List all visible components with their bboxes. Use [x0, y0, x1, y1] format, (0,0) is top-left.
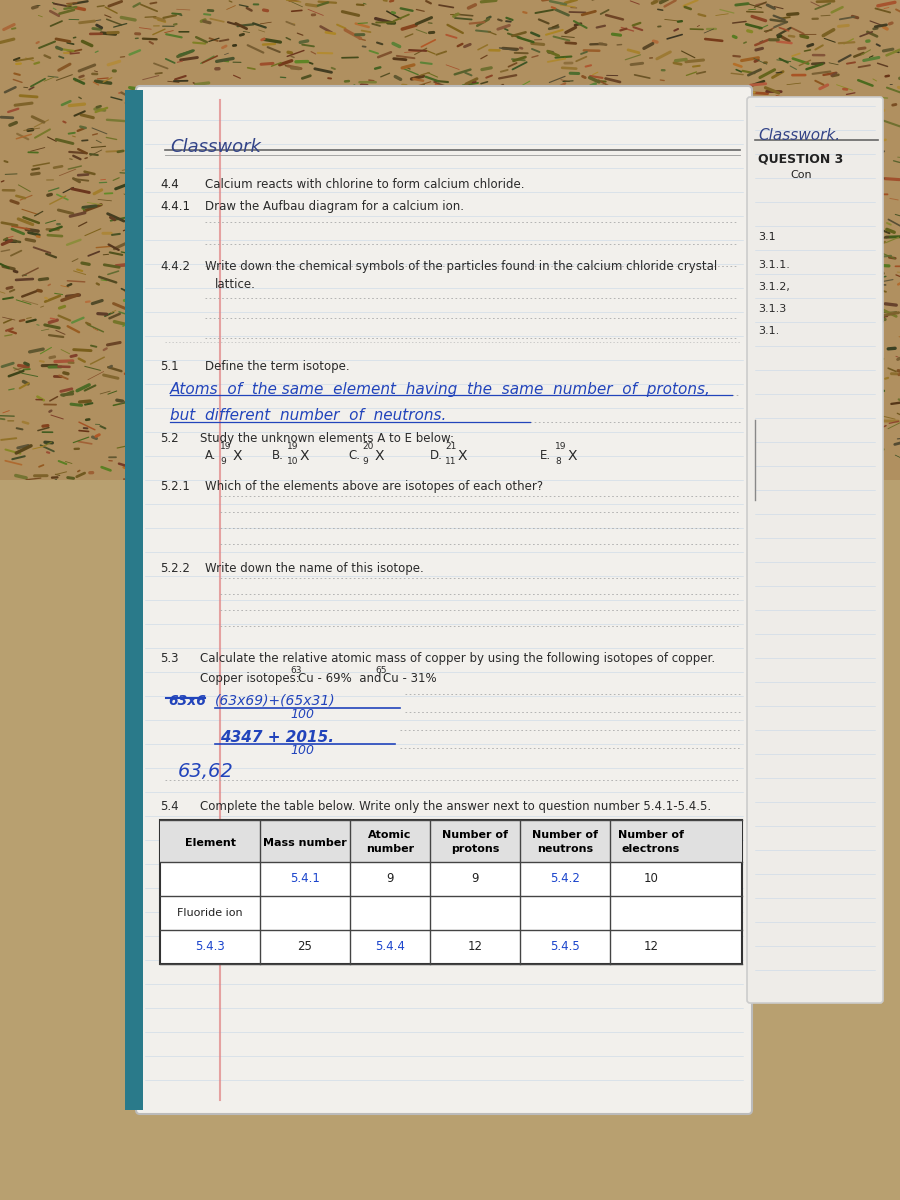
Text: 3.1.: 3.1.: [758, 326, 779, 336]
Text: 4347 + 2015.: 4347 + 2015.: [220, 730, 334, 745]
Text: 100: 100: [290, 744, 314, 757]
Text: Draw the Aufbau diagram for a calcium ion.: Draw the Aufbau diagram for a calcium io…: [205, 200, 464, 214]
Text: X: X: [233, 449, 242, 463]
Text: Atoms  of  the same  element  having  the  same  number  of  protons,: Atoms of the same element having the sam…: [170, 382, 711, 397]
Text: 19: 19: [220, 442, 231, 451]
Text: 3.1: 3.1: [758, 232, 776, 242]
Text: 5.4.2: 5.4.2: [550, 872, 580, 886]
Text: Define the term isotope.: Define the term isotope.: [205, 360, 349, 373]
Text: Classwork: Classwork: [170, 138, 261, 156]
Text: 25: 25: [298, 941, 312, 954]
Text: E.: E.: [540, 449, 551, 462]
Bar: [0, 480, 900, 1200]
Text: 3.1.3: 3.1.3: [758, 304, 787, 314]
Text: (63x69)+(65x31): (63x69)+(65x31): [215, 694, 336, 708]
Text: X: X: [375, 449, 384, 463]
Text: Atomic: Atomic: [368, 830, 411, 840]
Text: Copper isotopes:: Copper isotopes:: [200, 672, 300, 685]
Text: 8: 8: [555, 457, 561, 466]
Text: 4.4.2: 4.4.2: [160, 260, 190, 272]
Text: Calcium reacts with chlorine to form calcium chloride.: Calcium reacts with chlorine to form cal…: [205, 178, 525, 191]
Text: 3.1.1.: 3.1.1.: [758, 260, 790, 270]
Text: 63,62: 63,62: [178, 762, 234, 781]
Text: Calculate the relative atomic mass of copper by using the following isotopes of : Calculate the relative atomic mass of co…: [200, 652, 716, 665]
Text: Element: Element: [184, 838, 236, 848]
Text: Number of: Number of: [442, 830, 508, 840]
Text: 21: 21: [445, 442, 456, 451]
Text: X: X: [458, 449, 467, 463]
Text: 12: 12: [644, 941, 659, 954]
Text: 9: 9: [362, 457, 368, 466]
Text: 5.4: 5.4: [160, 800, 178, 814]
Text: D.: D.: [430, 449, 443, 462]
Text: 19: 19: [287, 442, 299, 451]
Text: electrons: electrons: [622, 844, 680, 854]
Text: neutrons: neutrons: [537, 844, 593, 854]
Text: 11: 11: [445, 457, 456, 466]
Text: Con: Con: [790, 170, 812, 180]
Text: 9: 9: [472, 872, 479, 886]
Bar: [160, 820, 742, 862]
Text: 5.4.4: 5.4.4: [375, 941, 405, 954]
FancyBboxPatch shape: [747, 97, 883, 1003]
Text: 5.2.2: 5.2.2: [160, 562, 190, 575]
Text: Mass number: Mass number: [263, 838, 347, 848]
Text: 5.1: 5.1: [160, 360, 178, 373]
Text: 63: 63: [290, 666, 302, 674]
Text: 10: 10: [644, 872, 659, 886]
Text: Which of the elements above are isotopes of each other?: Which of the elements above are isotopes…: [205, 480, 543, 493]
Text: 5.2.1: 5.2.1: [160, 480, 190, 493]
Text: 9: 9: [386, 872, 394, 886]
Text: Cu - 69%  and: Cu - 69% and: [298, 672, 382, 685]
Bar: [160, 820, 742, 964]
Text: 12: 12: [467, 941, 482, 954]
Text: Write down the name of this isotope.: Write down the name of this isotope.: [205, 562, 424, 575]
Text: 100: 100: [290, 708, 314, 721]
Text: B.: B.: [272, 449, 284, 462]
Text: but  different  number  of  neutrons.: but different number of neutrons.: [170, 408, 446, 422]
Text: 5.4.3: 5.4.3: [195, 941, 225, 954]
Text: lattice.: lattice.: [215, 278, 256, 290]
Text: 65: 65: [375, 666, 386, 674]
Text: Cu - 31%: Cu - 31%: [383, 672, 436, 685]
Text: QUESTION 3: QUESTION 3: [758, 152, 843, 164]
Text: 3.1.2,: 3.1.2,: [758, 282, 790, 292]
Bar: [125, 90, 143, 1110]
Text: Study the unknown elements A to E below:: Study the unknown elements A to E below:: [200, 432, 454, 445]
Text: A.: A.: [205, 449, 217, 462]
Text: Classwork.: Classwork.: [758, 128, 840, 143]
Text: Fluoride ion: Fluoride ion: [177, 908, 243, 918]
Text: 20: 20: [362, 442, 374, 451]
Text: Number of: Number of: [532, 830, 598, 840]
Text: 5.4.1: 5.4.1: [290, 872, 320, 886]
FancyBboxPatch shape: [136, 86, 752, 1114]
Text: number: number: [366, 844, 414, 854]
Text: X: X: [300, 449, 310, 463]
Text: 5.2: 5.2: [160, 432, 178, 445]
Text: 19: 19: [555, 442, 566, 451]
Text: 63x6: 63x6: [168, 694, 206, 708]
Text: 5.4.5: 5.4.5: [550, 941, 580, 954]
Text: protons: protons: [451, 844, 500, 854]
Text: X: X: [568, 449, 578, 463]
Text: Complete the table below. Write only the answer next to question number 5.4.1-5.: Complete the table below. Write only the…: [200, 800, 711, 814]
Text: Number of: Number of: [618, 830, 684, 840]
Text: 5.3: 5.3: [160, 652, 178, 665]
Text: 9: 9: [220, 457, 226, 466]
Text: Write down the chemical symbols of the particles found in the calcium chloride c: Write down the chemical symbols of the p…: [205, 260, 717, 272]
Text: 10: 10: [287, 457, 299, 466]
Text: C.: C.: [348, 449, 360, 462]
Text: 4.4: 4.4: [160, 178, 179, 191]
Text: 4.4.1: 4.4.1: [160, 200, 190, 214]
